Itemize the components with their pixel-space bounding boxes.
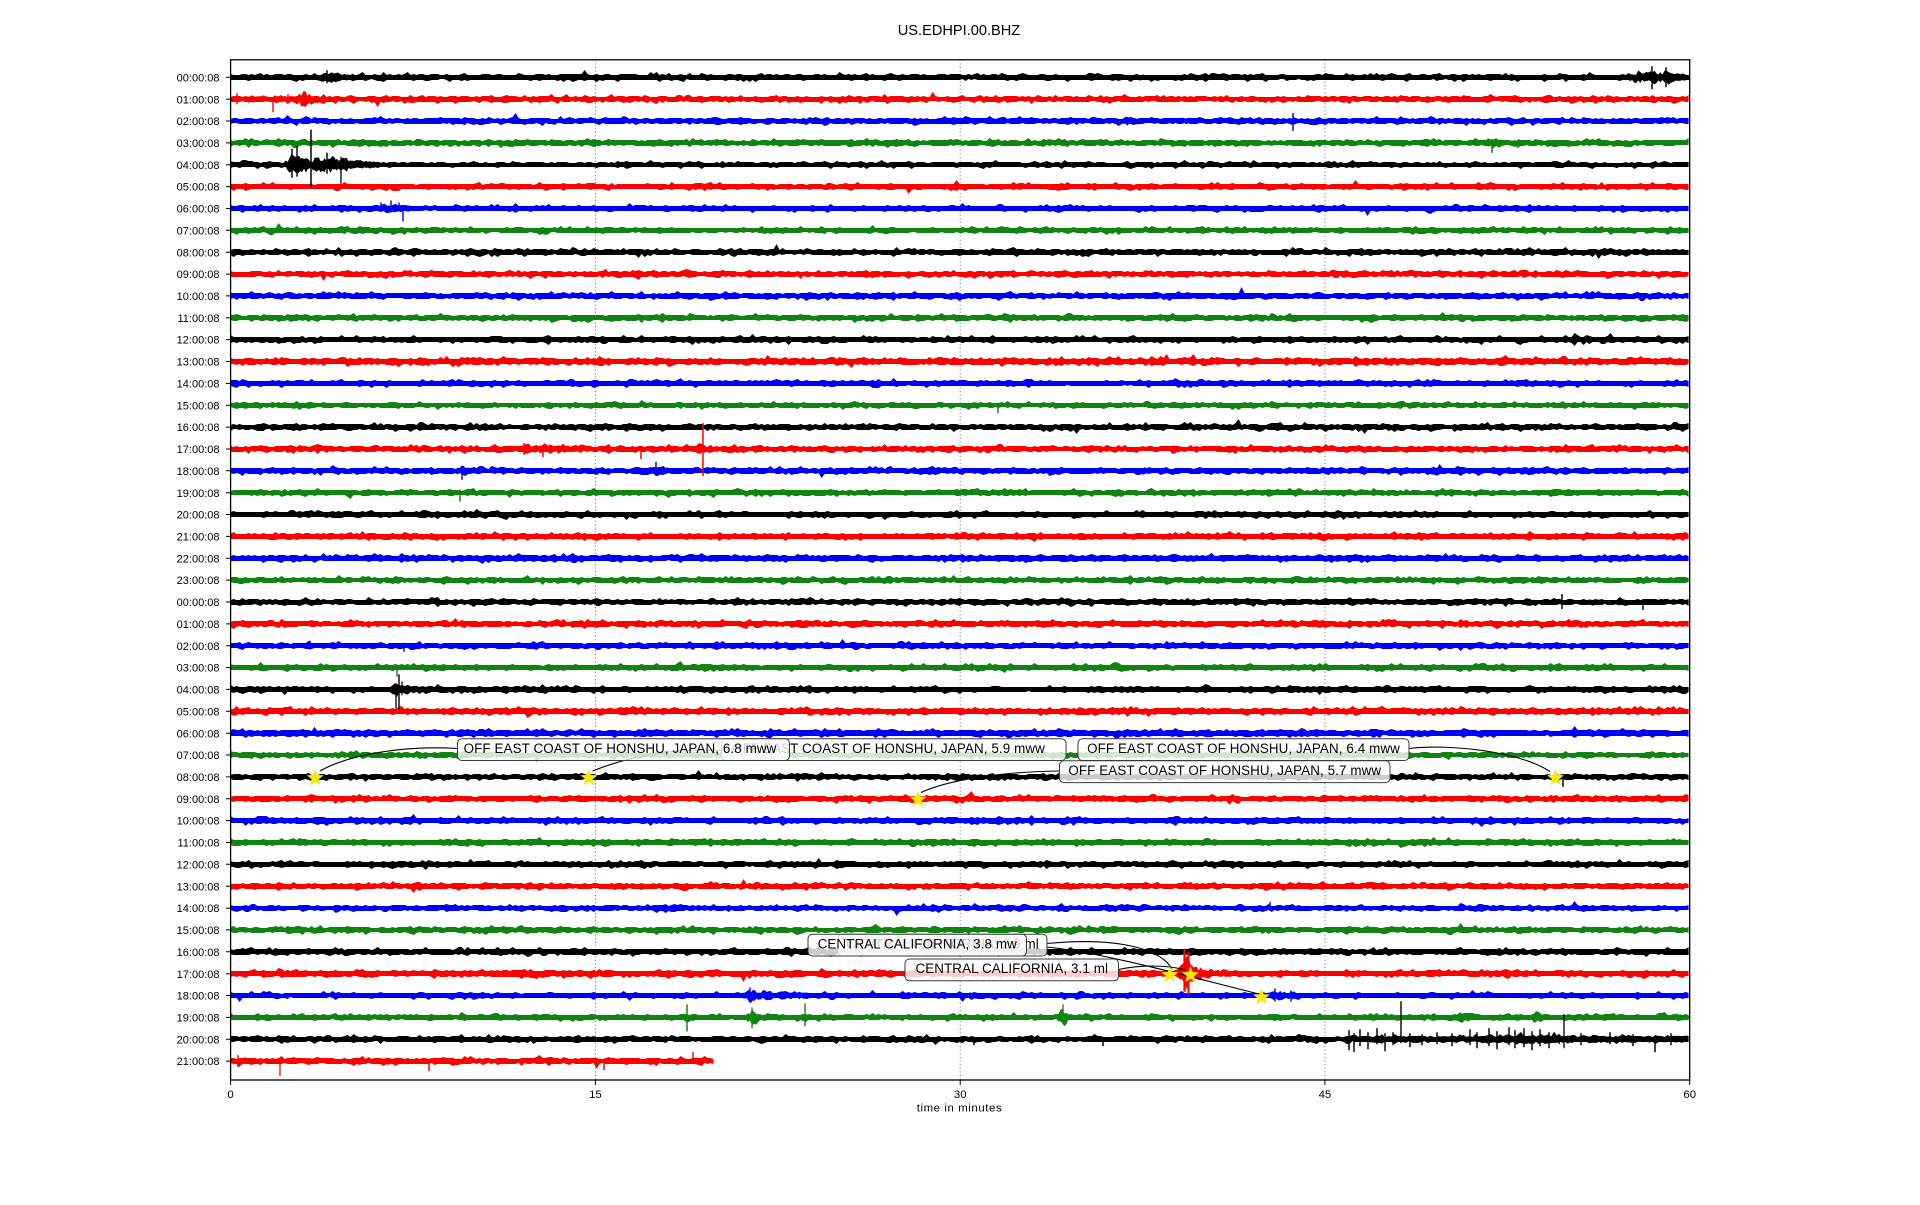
svg-text:03:00:08: 03:00:08 [177,138,220,150]
svg-text:11:00:08: 11:00:08 [177,838,219,850]
svg-text:06:00:08: 06:00:08 [177,204,220,216]
svg-text:01:00:08: 01:00:08 [177,619,220,631]
svg-text:23:00:08: 23:00:08 [177,575,220,587]
svg-text:09:00:08: 09:00:08 [177,269,220,281]
svg-text:17:00:08: 17:00:08 [177,969,220,981]
svg-text:00:00:08: 00:00:08 [177,72,220,84]
svg-text:13:00:08: 13:00:08 [177,357,220,369]
svg-text:05:00:08: 05:00:08 [177,706,220,718]
svg-text:12:00:08: 12:00:08 [177,859,220,871]
svg-text:00:00:08: 00:00:08 [177,597,220,609]
svg-text:0: 0 [227,1089,233,1101]
svg-text:time in minutes: time in minutes [917,1103,1003,1115]
svg-text:OFF EAST COAST OF HONSHU, JAPA: OFF EAST COAST OF HONSHU, JAPAN, 6.8 mww [464,741,777,756]
svg-text:15:00:08: 15:00:08 [177,925,220,937]
svg-text:10:00:08: 10:00:08 [177,816,220,828]
svg-text:15: 15 [589,1089,602,1101]
svg-text:07:00:08: 07:00:08 [177,750,220,762]
svg-text:15:00:08: 15:00:08 [177,400,220,412]
svg-text:18:00:08: 18:00:08 [177,991,220,1003]
svg-text:11:00:08: 11:00:08 [177,313,219,325]
svg-text:17:00:08: 17:00:08 [177,444,220,456]
svg-text:13:00:08: 13:00:08 [177,881,220,893]
svg-text:OFF EAST COAST OF HONSHU, JAPA: OFF EAST COAST OF HONSHU, JAPAN, 6.4 mww [1087,741,1400,756]
svg-text:19:00:08: 19:00:08 [177,488,220,500]
svg-text:12:00:08: 12:00:08 [177,335,220,347]
svg-text:04:00:08: 04:00:08 [177,685,220,697]
svg-text:21:00:08: 21:00:08 [177,532,220,544]
svg-text:14:00:08: 14:00:08 [177,379,220,391]
svg-text:14:00:08: 14:00:08 [177,903,220,915]
svg-text:04:00:08: 04:00:08 [177,160,220,172]
svg-text:03:00:08: 03:00:08 [177,663,220,675]
svg-text:02:00:08: 02:00:08 [177,641,220,653]
svg-text:18:00:08: 18:00:08 [177,466,220,478]
svg-text:CENTRAL CALIFORNIA, 3.1 ml: CENTRAL CALIFORNIA, 3.1 ml [915,961,1108,976]
svg-text:OFF EAST COAST OF HONSHU, JAPA: OFF EAST COAST OF HONSHU, JAPAN, 5.9 mww [732,741,1045,756]
svg-text:08:00:08: 08:00:08 [177,247,220,259]
svg-text:08:00:08: 08:00:08 [177,772,220,784]
svg-text:22:00:08: 22:00:08 [177,553,220,565]
svg-text:06:00:08: 06:00:08 [177,728,220,740]
svg-text:CENTRAL CALIFORNIA, 3.8 mw: CENTRAL CALIFORNIA, 3.8 mw [818,936,1018,951]
svg-text:30: 30 [954,1089,967,1101]
svg-text:19:00:08: 19:00:08 [177,1013,220,1025]
svg-text:20:00:08: 20:00:08 [177,1034,220,1046]
svg-text:OFF EAST COAST OF HONSHU, JAPA: OFF EAST COAST OF HONSHU, JAPAN, 5.7 mww [1068,763,1381,778]
svg-text:02:00:08: 02:00:08 [177,116,220,128]
svg-text:US.EDHPI.00.BHZ: US.EDHPI.00.BHZ [898,23,1021,39]
svg-text:45: 45 [1319,1089,1332,1101]
svg-text:05:00:08: 05:00:08 [177,182,220,194]
svg-text:60: 60 [1683,1089,1696,1101]
svg-text:07:00:08: 07:00:08 [177,225,220,237]
svg-text:21:00:08: 21:00:08 [177,1056,220,1068]
svg-text:16:00:08: 16:00:08 [177,947,220,959]
svg-text:10:00:08: 10:00:08 [177,291,220,303]
svg-text:01:00:08: 01:00:08 [177,94,220,106]
svg-text:20:00:08: 20:00:08 [177,510,220,522]
svg-text:09:00:08: 09:00:08 [177,794,220,806]
svg-text:16:00:08: 16:00:08 [177,422,220,434]
